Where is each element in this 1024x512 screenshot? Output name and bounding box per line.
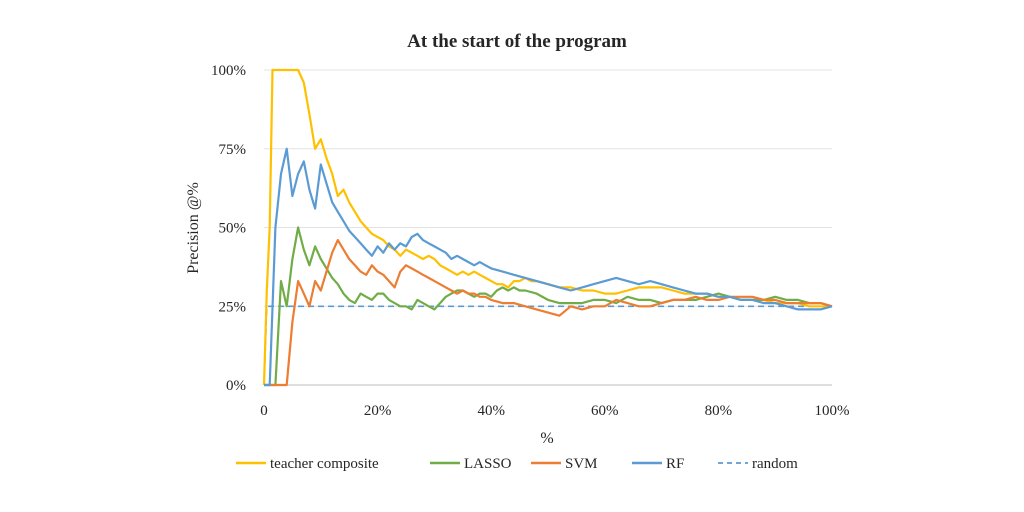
legend: teacher composite LASSO SVM RF random	[236, 456, 798, 472]
x-tick-label: 80%	[705, 403, 733, 419]
legend-label: random	[752, 456, 798, 472]
x-axis-title: %	[540, 430, 553, 447]
x-tick-label: 20%	[364, 403, 392, 419]
y-tick-label: 100%	[211, 63, 246, 79]
gridlines	[264, 69, 832, 386]
x-tick-label: 0	[260, 403, 268, 419]
y-tick-label: 0%	[226, 378, 246, 394]
y-axis-ticks: 0% 25% 50% 75% 100%	[211, 63, 246, 394]
series-line	[263, 305, 832, 386]
x-tick-label: 40%	[477, 403, 505, 419]
x-tick-label: 60%	[591, 403, 619, 419]
y-tick-label: 50%	[219, 221, 247, 237]
chart-title: At the start of the program	[407, 31, 627, 52]
x-tick-label: 100%	[815, 403, 850, 419]
y-axis-title: Precision @%	[185, 182, 202, 274]
series-line	[262, 68, 832, 386]
legend-label: teacher composite	[270, 456, 379, 472]
y-tick-label: 25%	[219, 299, 247, 315]
series-lines	[262, 68, 833, 387]
series-line	[264, 147, 833, 387]
x-axis-ticks: 0 20% 40% 60% 80% 100%	[260, 403, 849, 419]
series-line	[264, 239, 833, 387]
legend-label: RF	[666, 456, 684, 472]
legend-label: SVM	[565, 456, 598, 472]
series-line	[264, 226, 833, 387]
y-tick-label: 75%	[219, 142, 247, 158]
legend-label: LASSO	[464, 456, 512, 472]
